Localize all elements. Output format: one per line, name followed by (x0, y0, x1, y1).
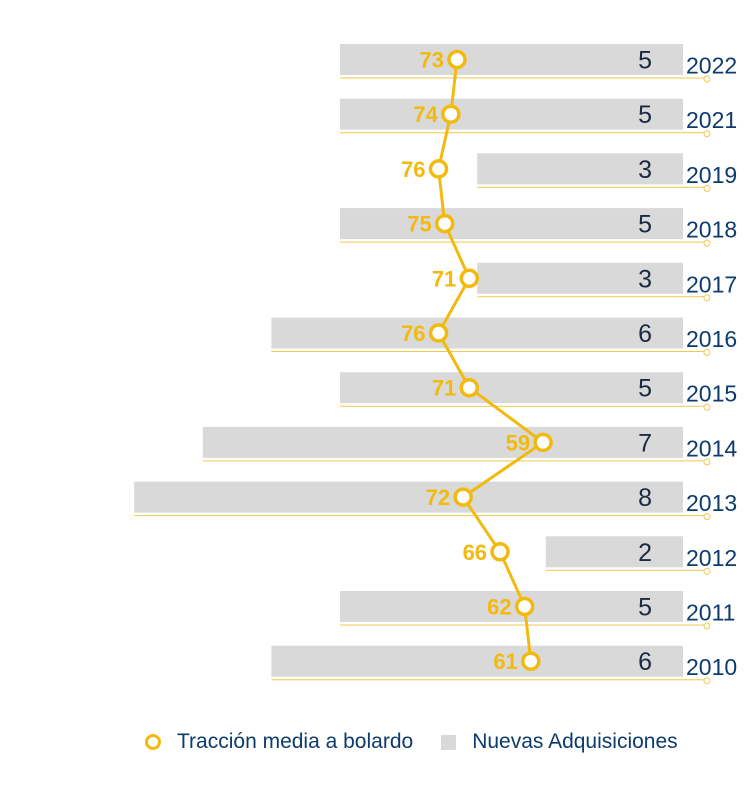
underline-dot-2010 (703, 677, 711, 685)
legend: Tracción media a bolardo Nuevas Adquisic… (145, 728, 678, 756)
legend-item-line[interactable]: Tracción media a bolardo (145, 730, 413, 754)
bar-value-label-2011: 5 (638, 594, 652, 622)
underline-dot-2019 (703, 184, 711, 192)
bar-value-label-2010: 6 (638, 648, 652, 676)
line-value-label-2016: 76 (401, 321, 425, 346)
bar-2012 (545, 536, 683, 568)
line-value-label-2019: 76 (401, 157, 425, 182)
line-value-label-2013: 72 (426, 485, 450, 510)
bar-value-label-2016: 6 (638, 320, 652, 348)
underline-dot-2014 (703, 458, 711, 466)
bar-2013 (134, 481, 683, 513)
line-point-2022 (447, 49, 467, 70)
line-point-2019 (428, 159, 449, 179)
line-value-label-2014: 59 (506, 430, 530, 455)
year-label-2022: 2022 (686, 53, 737, 79)
bar-2015 (340, 372, 683, 404)
line-point-2015 (459, 377, 480, 398)
bar-value-label-2013: 8 (638, 484, 652, 512)
year-label-2018: 2018 (686, 217, 737, 243)
line-point-2010 (521, 651, 541, 671)
legend-circle-icon (145, 734, 161, 750)
line-value-label-2021: 74 (413, 102, 438, 127)
underline-dot-2013 (703, 513, 711, 521)
bar-value-label-2014: 7 (638, 429, 652, 457)
line-series-path (437, 59, 545, 662)
year-label-2012: 2012 (686, 545, 737, 571)
line-value-label-2010: 61 (493, 649, 517, 674)
underline-dot-2021 (703, 130, 711, 138)
bar-2021 (340, 98, 683, 130)
underline-dot-2015 (703, 403, 711, 411)
underline-dot-2011 (703, 622, 711, 630)
underline-dot-2022 (703, 75, 711, 83)
line-point-2013 (453, 487, 473, 507)
year-label-2011: 2011 (686, 600, 735, 626)
year-label-2010: 2010 (686, 654, 737, 680)
bar-value-label-2012: 2 (638, 539, 652, 567)
bar-2019 (477, 153, 683, 185)
bar-value-label-2017: 3 (638, 265, 652, 293)
year-label-2017: 2017 (686, 271, 737, 297)
bar-value-label-2022: 5 (638, 47, 652, 75)
legend-square-icon (441, 734, 457, 750)
line-point-2021 (441, 104, 461, 124)
bar-2011 (340, 591, 683, 622)
bar-value-label-2019: 3 (638, 156, 652, 184)
underline-dot-2017 (703, 294, 711, 302)
year-label-2014: 2014 (686, 435, 737, 461)
line-value-label-2012: 66 (463, 540, 487, 565)
year-label-2019: 2019 (686, 162, 737, 188)
underline-dot-2012 (703, 567, 711, 575)
bar-2014 (202, 426, 684, 458)
bar-2017 (477, 262, 683, 294)
underline-dot-2018 (703, 239, 711, 247)
underline-dot-2016 (703, 349, 711, 356)
line-point-2017 (459, 268, 480, 289)
bars-layer (134, 44, 711, 685)
bar-2010 (271, 645, 683, 677)
line-value-label-2011: 62 (487, 595, 511, 620)
line-point-2018 (434, 213, 455, 234)
line-point-2016 (428, 323, 449, 343)
bar-2018 (340, 208, 683, 240)
bar-value-label-2015: 5 (638, 375, 652, 403)
legend-item-bars[interactable]: Nuevas Adquisiciones (413, 730, 678, 754)
year-label-2016: 2016 (686, 326, 737, 352)
year-label-2015: 2015 (686, 381, 737, 407)
line-value-label-2018: 75 (407, 212, 431, 237)
line-layer (428, 49, 553, 671)
line-value-label-2017: 71 (432, 266, 456, 291)
bar-value-label-2018: 5 (638, 211, 652, 239)
bar-2022 (340, 44, 683, 75)
line-value-label-2022: 73 (420, 48, 444, 73)
line-point-2012 (490, 542, 510, 562)
year-label-2013: 2013 (686, 490, 737, 516)
bar-2016 (271, 317, 683, 349)
line-point-2014 (533, 432, 553, 453)
legend-label-bars: Nuevas Adquisiciones (472, 730, 678, 753)
year-label-2021: 2021 (686, 107, 737, 133)
bar-value-label-2021: 5 (638, 101, 652, 129)
labels-layer: 5 2022 5 2021 3 2019 5 2018 3 2017 6 2016 5 2015 7 2014… (401, 47, 737, 681)
legend-label-line: Tracción media a bolardo (177, 730, 414, 753)
line-point-2011 (514, 596, 535, 617)
line-value-label-2015: 71 (432, 376, 456, 401)
